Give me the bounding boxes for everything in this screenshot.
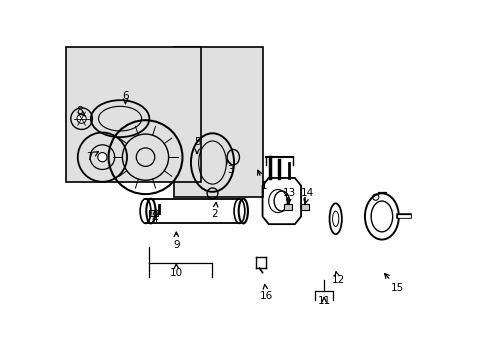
Text: 6: 6 <box>122 91 128 104</box>
Text: 7: 7 <box>86 152 98 162</box>
Bar <box>284 204 291 210</box>
Bar <box>66 47 201 182</box>
Bar <box>301 204 308 210</box>
Text: 14: 14 <box>300 188 313 204</box>
Circle shape <box>98 153 107 162</box>
Bar <box>148 210 158 216</box>
Bar <box>174 47 262 197</box>
Text: 8: 8 <box>76 106 85 116</box>
Text: 1: 1 <box>257 170 267 191</box>
Text: 12: 12 <box>331 272 344 285</box>
Text: 3: 3 <box>226 159 233 175</box>
Circle shape <box>77 114 86 123</box>
Text: 15: 15 <box>384 274 403 293</box>
Text: 16: 16 <box>259 284 272 301</box>
Text: 10: 10 <box>169 264 183 278</box>
Text: 4: 4 <box>151 210 158 224</box>
Text: 13: 13 <box>282 188 296 204</box>
Text: 5: 5 <box>193 137 200 153</box>
Text: 9: 9 <box>173 232 179 250</box>
Text: 2: 2 <box>211 202 218 219</box>
Text: 11: 11 <box>317 296 330 306</box>
